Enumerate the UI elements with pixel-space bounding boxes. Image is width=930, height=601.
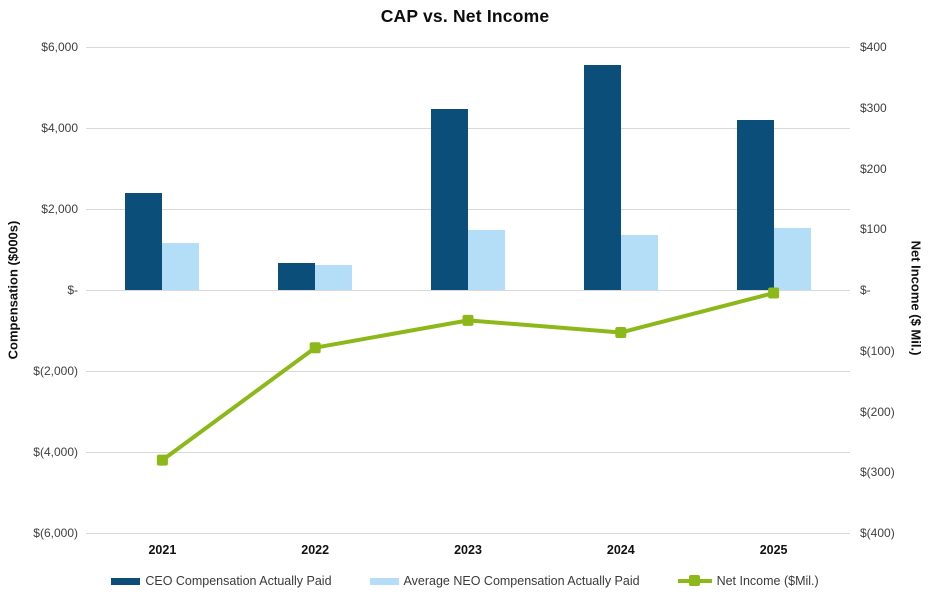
gridline	[86, 128, 850, 129]
gridline	[86, 533, 850, 534]
left-axis-tick: $6,000	[41, 40, 78, 54]
net-income-line	[156, 287, 780, 466]
left-axis-tick: $2,000	[41, 202, 78, 216]
bar-ceo-2022	[278, 262, 316, 290]
x-axis-labels: 2021 2022 2023 2024 2025	[86, 543, 850, 563]
legend-item-net-income: Net Income ($Mil.)	[677, 574, 819, 588]
legend-item-neo-cap: Average NEO Compensation Actually Paid	[369, 574, 640, 588]
neo-cap-swatch-icon	[369, 577, 399, 585]
left-axis-tick: $-	[67, 283, 78, 297]
chart-title: CAP vs. Net Income	[380, 6, 550, 26]
plot-area	[86, 47, 850, 534]
left-axis-tick: $4,000	[41, 121, 78, 135]
net-income-marker-2023	[462, 314, 474, 326]
right-axis-tick: $(200)	[860, 404, 895, 419]
right-axis-tick-labels: $400 $300 $200 $100 $- $(100) $(200) $(300) $(40…	[860, 40, 930, 540]
x-axis-label-2022: 2022	[301, 543, 330, 557]
ceo-cap-swatch-icon	[111, 577, 141, 585]
left-axis-tick-labels: $6,000 $4,000 $2,000 $- $(2,000) $(4,000) $(6,…	[0, 40, 78, 540]
x-axis-label-2025: 2025	[759, 543, 788, 557]
bar-ceo-2021	[125, 192, 163, 290]
left-axis-title: Compensation ($000s)	[5, 220, 21, 360]
right-axis-tick: $300	[860, 100, 887, 115]
right-axis-tick: $400	[860, 40, 887, 54]
net-income-line-swatch-icon	[677, 575, 712, 587]
gridline	[86, 452, 850, 453]
right-axis-tick: $(400)	[860, 526, 895, 540]
right-axis-tick: $200	[860, 161, 887, 176]
bar-ceo-2023	[431, 108, 468, 290]
bar-ceo-2024	[583, 65, 621, 290]
right-axis-tick: $(300)	[860, 465, 895, 480]
x-axis-label-2021: 2021	[148, 543, 177, 557]
right-axis-tick: $100	[860, 222, 887, 237]
net-income-marker-2021	[156, 454, 168, 466]
right-axis-title: Net Income ($ Mil.)	[908, 240, 924, 356]
gridline	[86, 47, 850, 48]
net-income-marker-2024	[615, 327, 627, 339]
net-income-marker-2025	[768, 287, 780, 299]
gridline	[86, 371, 850, 372]
gridline	[86, 290, 850, 291]
gridline	[86, 209, 850, 210]
left-axis-tick: $(6,000)	[33, 526, 78, 540]
net-income-marker-2022	[309, 342, 321, 354]
legend-label-net-income: Net Income ($Mil.)	[716, 574, 819, 588]
right-axis-tick: $(100)	[860, 343, 895, 358]
x-axis-label-2024: 2024	[606, 543, 635, 557]
left-axis-tick: $(2,000)	[33, 364, 78, 378]
bar-neo-2024	[620, 234, 658, 290]
legend-item-ceo-cap: CEO Compensation Actually Paid	[111, 574, 332, 588]
x-axis-label-2023: 2023	[454, 543, 482, 557]
right-axis-tick: $-	[860, 283, 871, 297]
bar-neo-2025	[773, 228, 811, 290]
bar-ceo-2025	[736, 119, 774, 290]
bar-neo-2021	[162, 243, 200, 290]
legend: CEO Compensation Actually Paid Average N…	[0, 574, 930, 588]
left-axis-tick: $(4,000)	[33, 445, 78, 459]
legend-label-ceo-cap: CEO Compensation Actually Paid	[145, 574, 332, 588]
legend-label-neo-cap: Average NEO Compensation Actually Paid	[403, 574, 640, 588]
bar-neo-2023	[468, 229, 505, 290]
bar-neo-2022	[315, 265, 353, 290]
